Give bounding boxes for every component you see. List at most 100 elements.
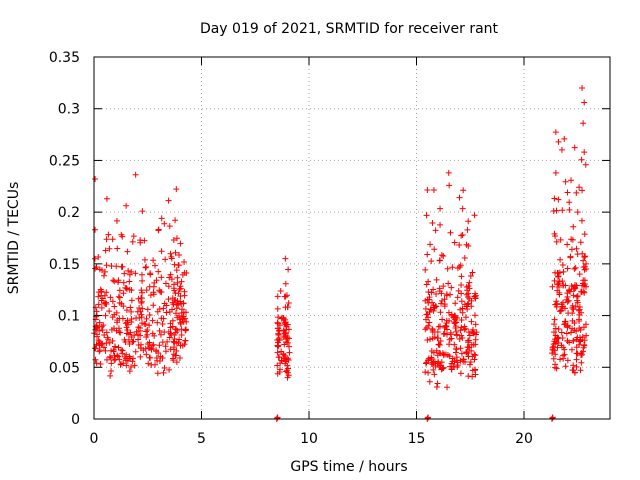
data-point	[425, 299, 432, 306]
data-point	[471, 312, 478, 319]
data-point	[144, 306, 151, 313]
data-point	[453, 328, 460, 335]
data-point	[459, 231, 466, 238]
data-point	[568, 236, 575, 243]
data-point	[443, 323, 450, 330]
data-point	[103, 356, 110, 363]
data-point	[108, 360, 115, 367]
data-point	[569, 310, 576, 317]
data-point	[458, 298, 465, 305]
data-point	[111, 303, 118, 310]
data-point	[118, 231, 125, 238]
data-point	[571, 284, 578, 291]
data-point	[128, 268, 135, 275]
data-point	[123, 202, 130, 209]
data-point	[454, 294, 461, 301]
data-point	[557, 308, 564, 315]
data-point	[165, 283, 172, 290]
data-point	[566, 339, 573, 346]
data-point	[146, 322, 153, 329]
data-point	[567, 254, 574, 261]
data-point	[445, 309, 452, 316]
data-point	[137, 237, 144, 244]
data-point	[282, 352, 289, 359]
data-point	[436, 341, 443, 348]
data-point	[107, 372, 114, 379]
data-point	[583, 332, 590, 339]
data-point	[173, 267, 180, 274]
data-point	[430, 187, 437, 194]
data-point	[173, 235, 180, 242]
data-point	[130, 338, 137, 345]
data-point	[567, 329, 574, 336]
data-point	[554, 273, 561, 280]
data-point	[550, 343, 557, 350]
data-point	[574, 350, 581, 357]
data-point	[129, 238, 136, 245]
data-point	[144, 341, 151, 348]
y-axis-label: SRMTID / TECUs	[6, 182, 22, 295]
x-tick-label: 20	[515, 431, 533, 447]
data-point	[126, 368, 133, 375]
data-point	[278, 348, 285, 355]
data-point	[137, 353, 144, 360]
data-point	[169, 355, 176, 362]
plot-border	[93, 56, 611, 420]
data-point	[169, 317, 176, 324]
data-point	[114, 317, 121, 324]
data-point	[579, 280, 586, 287]
data-point	[574, 334, 581, 341]
data-point	[444, 331, 451, 338]
data-point	[435, 341, 442, 348]
data-point	[452, 300, 459, 307]
data-point	[123, 307, 130, 314]
data-point	[159, 354, 166, 361]
data-point	[437, 205, 444, 212]
data-point	[461, 254, 468, 261]
data-point	[560, 352, 567, 359]
data-point	[422, 326, 429, 333]
data-point	[440, 352, 447, 359]
data-point	[428, 360, 435, 367]
data-point	[457, 345, 464, 352]
data-point	[181, 288, 188, 295]
data-point	[132, 348, 139, 355]
data-point	[575, 307, 582, 314]
data-point	[154, 319, 161, 326]
data-point	[92, 326, 99, 333]
data-point	[177, 319, 184, 326]
data-point	[118, 346, 125, 353]
y-tick-label: 0.1	[58, 309, 80, 325]
data-point	[274, 370, 281, 377]
data-point	[469, 328, 476, 335]
data-point	[457, 262, 464, 269]
data-point	[552, 129, 559, 136]
data-point	[91, 255, 98, 262]
data-point	[456, 241, 463, 248]
data-point	[457, 327, 464, 334]
data-point	[167, 346, 174, 353]
data-point	[559, 299, 566, 306]
data-point	[430, 366, 437, 373]
axis-ticks: 0 0.05 0.1 0.15 0.2 0.25 0.3 0.35 0 5 10 15 20	[49, 50, 610, 447]
data-point	[465, 242, 472, 249]
data-point	[553, 238, 560, 245]
data-point	[144, 327, 151, 334]
data-point	[558, 329, 565, 336]
data-point	[275, 354, 282, 361]
data-point	[464, 301, 471, 308]
data-point	[561, 135, 568, 142]
data-point	[555, 326, 562, 333]
data-point	[580, 257, 587, 264]
data-point	[286, 343, 293, 350]
data-point	[285, 300, 292, 307]
data-point	[118, 263, 125, 270]
data-point	[161, 364, 168, 371]
data-point	[570, 362, 577, 369]
data-point	[471, 356, 478, 363]
data-point	[96, 347, 103, 354]
data-point	[172, 352, 179, 359]
data-point	[573, 344, 580, 351]
data-point	[454, 359, 461, 366]
